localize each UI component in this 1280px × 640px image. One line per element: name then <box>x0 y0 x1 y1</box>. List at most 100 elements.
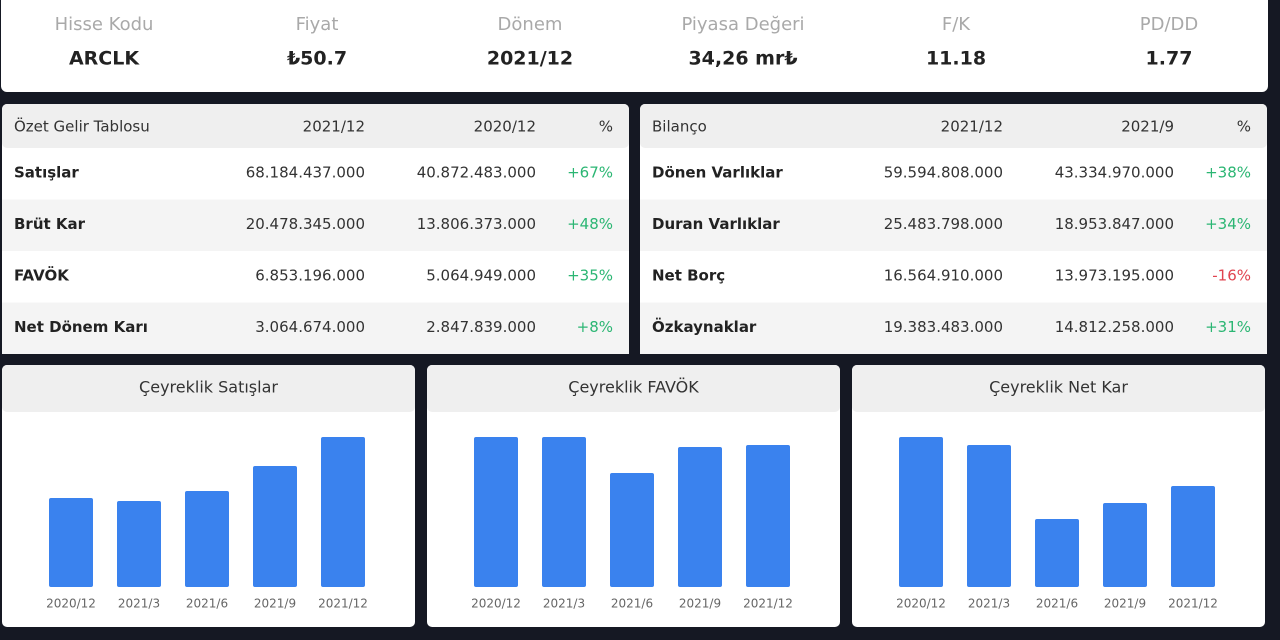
cell: 5.064.949.000 <box>426 267 536 285</box>
x-tick-label: 2021/3 <box>543 597 585 611</box>
table-row-bg <box>2 302 629 354</box>
cell: 13.806.373.000 <box>417 215 536 233</box>
bar <box>1035 519 1079 587</box>
cell: 16.564.910.000 <box>884 267 1003 285</box>
chart-title: Çeyreklik Satışlar <box>139 378 278 397</box>
bar <box>185 491 229 587</box>
x-tick-label: 2021/12 <box>743 597 793 611</box>
x-tick-label: 2020/12 <box>471 597 521 611</box>
header-value: 2021/12 <box>487 48 573 70</box>
bar <box>899 437 943 587</box>
x-tick-label: 2020/12 <box>46 597 96 611</box>
header-card <box>1 0 1268 92</box>
table-column-header: % <box>599 118 613 136</box>
table-column-header: 2020/12 <box>474 118 536 136</box>
row-label: Özkaynaklar <box>652 317 757 336</box>
bar <box>1103 503 1147 587</box>
header-label: PD/DD <box>1140 14 1199 35</box>
chart-title-bg <box>2 365 415 412</box>
row-label: Brüt Kar <box>14 215 86 233</box>
header-label: Fiyat <box>296 14 339 35</box>
cell: +31% <box>1205 318 1251 336</box>
chart-title: Çeyreklik Net Kar <box>989 378 1128 397</box>
cell: 43.334.970.000 <box>1055 164 1174 182</box>
row-label: Duran Varlıklar <box>652 215 780 233</box>
chart-title: Çeyreklik FAVÖK <box>568 378 699 397</box>
chart-title-bg <box>427 365 840 412</box>
table-header-bg <box>2 104 629 148</box>
x-tick-label: 2021/12 <box>1168 597 1218 611</box>
table-row-bg <box>640 148 1267 200</box>
chart-card <box>852 365 1265 627</box>
table-column-header: 2021/12 <box>303 118 365 136</box>
bar <box>321 437 365 587</box>
bar <box>746 445 790 587</box>
x-tick-label: 2020/12 <box>896 597 946 611</box>
cell: 40.872.483.000 <box>417 164 536 182</box>
cell: +67% <box>567 164 613 182</box>
bar <box>610 473 654 587</box>
cell: +38% <box>1205 164 1251 182</box>
x-tick-label: 2021/3 <box>968 597 1010 611</box>
header-label: Piyasa Değeri <box>681 14 804 35</box>
table-row-bg <box>2 251 629 303</box>
header-label: F/K <box>942 14 971 35</box>
x-tick-label: 2021/6 <box>611 597 653 611</box>
header-value: ARCLK <box>69 48 140 70</box>
bar <box>1171 486 1215 587</box>
header-value: 1.77 <box>1146 48 1193 70</box>
cell: 59.594.808.000 <box>884 164 1003 182</box>
row-label: Satışlar <box>14 164 79 182</box>
cell: +34% <box>1205 215 1251 233</box>
row-label: Dönen Varlıklar <box>652 164 783 182</box>
bar <box>117 501 161 587</box>
table-column-header: Bilanço <box>652 118 707 136</box>
table-row-bg <box>640 302 1267 354</box>
bar <box>49 498 93 587</box>
cell: -16% <box>1212 267 1251 285</box>
cell: 25.483.798.000 <box>884 215 1003 233</box>
table-row-bg <box>2 199 629 251</box>
bar <box>474 437 518 587</box>
bar <box>542 437 586 587</box>
cell: 13.973.195.000 <box>1055 267 1174 285</box>
row-label: Net Dönem Karı <box>14 318 148 336</box>
x-tick-label: 2021/12 <box>318 597 368 611</box>
cell: 3.064.674.000 <box>255 318 365 336</box>
table-row-bg <box>2 148 629 200</box>
row-label: Net Borç <box>652 267 725 285</box>
x-tick-label: 2021/9 <box>254 597 296 611</box>
bar <box>967 445 1011 587</box>
x-tick-label: 2021/3 <box>118 597 160 611</box>
x-tick-label: 2021/6 <box>186 597 228 611</box>
cell: 19.383.483.000 <box>884 318 1003 336</box>
cell: 6.853.196.000 <box>255 267 365 285</box>
bar <box>678 447 722 587</box>
cell: 18.953.847.000 <box>1055 215 1174 233</box>
row-label: FAVÖK <box>14 266 70 285</box>
table-column-header: Özet Gelir Tablosu <box>14 117 150 136</box>
header-label: Hisse Kodu <box>55 14 154 35</box>
cell: 14.812.258.000 <box>1055 318 1174 336</box>
cell: +35% <box>567 267 613 285</box>
x-tick-label: 2021/9 <box>1104 597 1146 611</box>
cell: 68.184.437.000 <box>246 164 365 182</box>
table-row-bg <box>640 251 1267 303</box>
header-value: ₺50.7 <box>287 48 347 70</box>
cell: 20.478.345.000 <box>246 215 365 233</box>
table-header-bg <box>640 104 1267 148</box>
table-row-bg <box>640 199 1267 251</box>
chart-title-bg <box>852 365 1265 412</box>
table-column-header: 2021/9 <box>1121 118 1174 136</box>
table-column-header: 2021/12 <box>941 118 1003 136</box>
header-label: Dönem <box>498 14 563 35</box>
table-column-header: % <box>1237 118 1251 136</box>
header-value: 11.18 <box>926 48 986 70</box>
x-tick-label: 2021/6 <box>1036 597 1078 611</box>
cell: +8% <box>577 318 613 336</box>
x-tick-label: 2021/9 <box>679 597 721 611</box>
cell: +48% <box>567 215 613 233</box>
cell: 2.847.839.000 <box>426 318 536 336</box>
bar <box>253 466 297 587</box>
